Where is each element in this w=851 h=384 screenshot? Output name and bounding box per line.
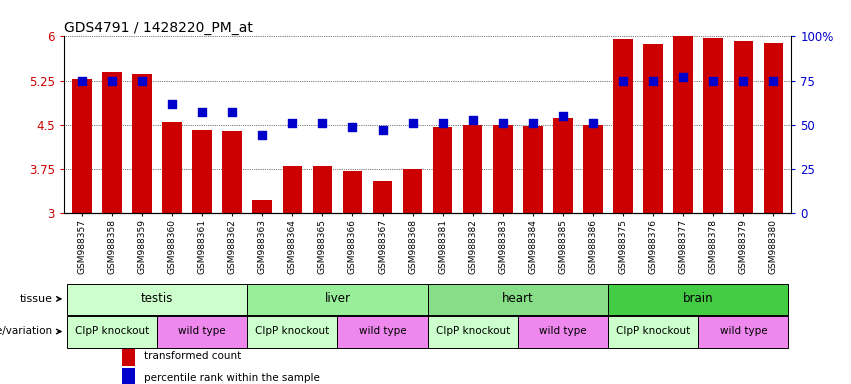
Bar: [517, 316, 608, 348]
Bar: [427, 284, 608, 315]
Point: [586, 120, 600, 126]
Point: [526, 120, 540, 126]
Bar: [222, 131, 242, 213]
Bar: [403, 169, 422, 213]
Point: [106, 78, 119, 84]
Point: [646, 78, 660, 84]
Bar: [67, 284, 248, 315]
Point: [286, 120, 300, 126]
Bar: [338, 316, 427, 348]
Text: wild type: wild type: [359, 326, 406, 336]
Bar: [343, 171, 363, 213]
Text: percentile rank within the sample: percentile rank within the sample: [144, 372, 320, 382]
Point: [677, 74, 690, 80]
Bar: [493, 125, 512, 213]
Point: [376, 127, 390, 133]
Bar: [608, 284, 788, 315]
Bar: [523, 126, 543, 213]
Bar: [122, 368, 135, 384]
Bar: [614, 40, 633, 213]
Bar: [463, 125, 483, 213]
Bar: [608, 316, 698, 348]
Text: wild type: wild type: [540, 326, 586, 336]
Text: transformed count: transformed count: [144, 351, 241, 361]
Bar: [163, 122, 182, 213]
Text: ClpP knockout: ClpP knockout: [616, 326, 690, 336]
Point: [196, 109, 209, 116]
Bar: [157, 316, 248, 348]
Bar: [673, 35, 693, 213]
Point: [496, 120, 510, 126]
Bar: [248, 284, 427, 315]
Point: [75, 78, 89, 84]
Point: [346, 124, 359, 130]
Point: [736, 78, 750, 84]
Point: [406, 120, 420, 126]
Text: wild type: wild type: [719, 326, 767, 336]
Text: tissue: tissue: [20, 294, 53, 304]
Bar: [698, 316, 788, 348]
Text: ClpP knockout: ClpP knockout: [255, 326, 329, 336]
Point: [556, 113, 569, 119]
Bar: [427, 316, 517, 348]
Text: heart: heart: [502, 292, 534, 305]
Bar: [704, 38, 723, 213]
Point: [165, 101, 179, 107]
Bar: [373, 181, 392, 213]
Bar: [102, 72, 122, 213]
Point: [436, 120, 449, 126]
Text: genotype/variation: genotype/variation: [0, 326, 53, 336]
Bar: [763, 43, 783, 213]
Bar: [192, 129, 212, 213]
Bar: [734, 41, 753, 213]
Text: ClpP knockout: ClpP knockout: [75, 326, 149, 336]
Text: liver: liver: [324, 292, 351, 305]
Text: brain: brain: [683, 292, 713, 305]
Bar: [433, 127, 453, 213]
Bar: [248, 316, 338, 348]
Text: GDS4791 / 1428220_PM_at: GDS4791 / 1428220_PM_at: [64, 22, 253, 35]
Point: [767, 78, 780, 84]
Bar: [583, 125, 603, 213]
Bar: [312, 166, 332, 213]
Point: [226, 109, 239, 116]
Text: testis: testis: [141, 292, 174, 305]
Text: ClpP knockout: ClpP knockout: [436, 326, 510, 336]
Bar: [283, 166, 302, 213]
Bar: [253, 200, 272, 213]
Bar: [553, 118, 573, 213]
Point: [255, 132, 269, 139]
Text: wild type: wild type: [179, 326, 226, 336]
Bar: [72, 79, 92, 213]
Bar: [132, 74, 151, 213]
Point: [616, 78, 630, 84]
Point: [316, 120, 329, 126]
Bar: [122, 347, 135, 366]
Bar: [67, 316, 157, 348]
Point: [706, 78, 720, 84]
Point: [465, 116, 479, 122]
Bar: [643, 44, 663, 213]
Point: [135, 78, 149, 84]
